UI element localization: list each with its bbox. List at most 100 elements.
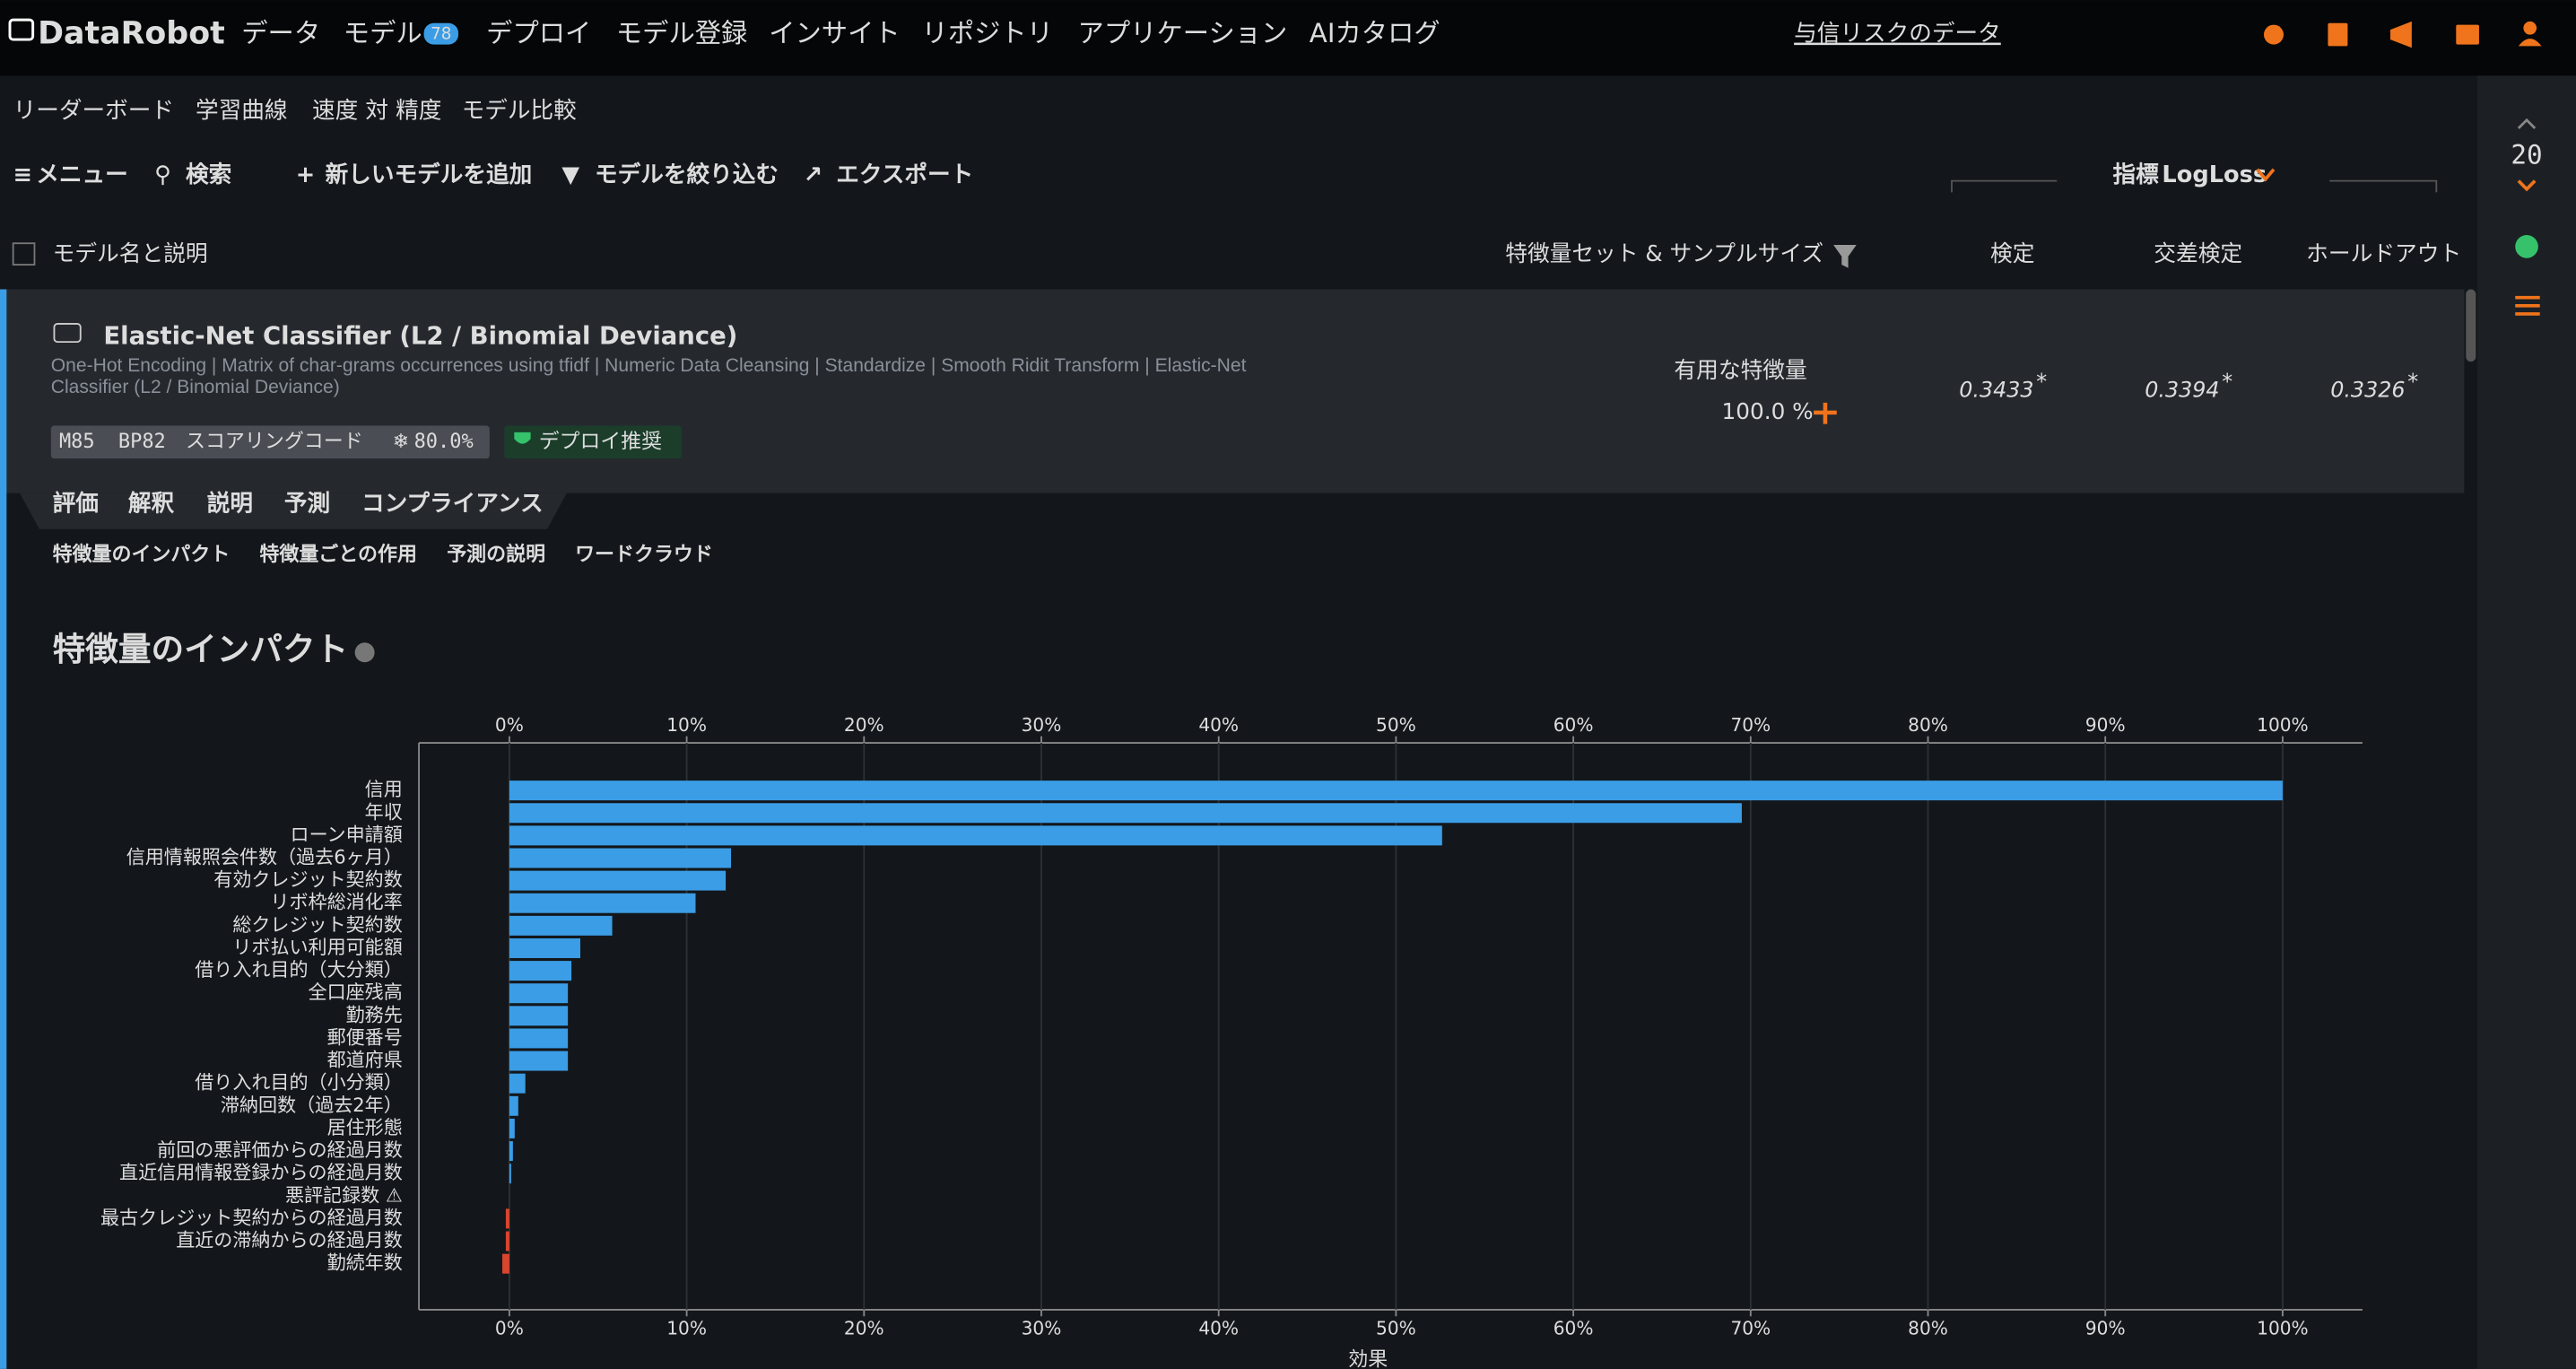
metric-caret[interactable]	[2256, 168, 2276, 182]
right-sidebar	[2477, 75, 2576, 1369]
toolbar-icon[interactable]: ≡	[13, 161, 32, 188]
model-tag: BP82	[118, 431, 166, 453]
toolbar-icon[interactable]: ↗	[804, 161, 822, 188]
y-tick-label: 前回の悪評価からの経過月数	[157, 1138, 403, 1161]
subtab[interactable]: ワードクラウド	[575, 544, 713, 566]
subnav-item[interactable]: 速度 対 精度	[312, 98, 441, 125]
up-arrow[interactable]	[2517, 118, 2537, 129]
blueprint-box: One-Hot Encoding | Matrix of char-grams …	[51, 357, 1247, 398]
score-mark: *	[2036, 369, 2047, 394]
bar[interactable]	[509, 1095, 518, 1116]
bar[interactable]	[505, 1231, 509, 1251]
x-tick-label: 40%	[1198, 1317, 1239, 1338]
subnav-item[interactable]: モデル比較	[462, 98, 577, 125]
bar[interactable]	[501, 1253, 509, 1274]
check-icon[interactable]	[2515, 235, 2538, 258]
tab[interactable]: 解釈	[128, 490, 175, 517]
score[interactable]: 0.3394	[2145, 378, 2219, 403]
tab[interactable]: コンプライアンス	[361, 490, 544, 517]
column-header[interactable]: ホールドアウト	[2306, 240, 2461, 266]
y-tick-label: 勤務先	[346, 1003, 403, 1025]
toolbar-item[interactable]: メニュー	[36, 161, 128, 188]
bar[interactable]	[509, 1051, 569, 1071]
toolbar-icon[interactable]: +	[296, 161, 315, 188]
score[interactable]: 0.3433	[1959, 378, 2033, 403]
bar[interactable]	[509, 1141, 513, 1162]
subtab[interactable]: 特徴量ごとの作用	[259, 543, 417, 566]
model-name[interactable]: Elastic-Net Classifier (L2 / Binomial De…	[103, 323, 737, 351]
bar[interactable]	[509, 1118, 515, 1138]
toolbar-icon[interactable]: ⚲	[154, 161, 171, 188]
nav-item[interactable]: デプロイ	[486, 18, 591, 48]
tab[interactable]: 評価	[53, 489, 99, 517]
subtab[interactable]: 特徴量のインパクト	[53, 543, 231, 566]
bar[interactable]	[509, 803, 1742, 824]
bar[interactable]	[509, 870, 727, 891]
tab[interactable]: 説明	[207, 489, 253, 517]
subnav-item[interactable]: リーダーボード	[13, 98, 174, 125]
bar[interactable]	[505, 1208, 509, 1229]
nav-item[interactable]: インサイト	[769, 18, 900, 48]
nav-item[interactable]: データ	[241, 18, 320, 48]
scrollbar	[2466, 289, 2476, 362]
bar[interactable]	[509, 983, 569, 1004]
subnav-item[interactable]: 学習曲線	[196, 98, 288, 125]
y-tick-label: 信用情報照会件数（過去6ヶ月）	[126, 845, 403, 868]
bar[interactable]	[509, 825, 1442, 846]
down-arrow[interactable]	[2517, 179, 2537, 192]
toolbar-item[interactable]: モデルを絞り込む	[595, 161, 779, 188]
bar[interactable]	[509, 780, 2283, 801]
nav-item[interactable]: モデル登録	[616, 18, 747, 48]
info-icon[interactable]	[354, 642, 375, 663]
top-icons[interactable]	[2263, 21, 2542, 48]
nav-item[interactable]: モデル	[344, 18, 422, 48]
x-tick-label: 20%	[844, 714, 884, 736]
bar[interactable]	[509, 1028, 569, 1049]
score[interactable]: 0.3326	[2330, 378, 2405, 403]
nav-item[interactable]: アプリケーション	[1078, 18, 1288, 48]
bar[interactable]	[509, 1164, 511, 1184]
checkbox[interactable]	[12, 242, 36, 266]
y-tick-label: リボ払い利用可能額	[232, 936, 402, 958]
bar[interactable]	[509, 893, 696, 913]
column-header[interactable]: モデル名と説明	[53, 240, 208, 266]
bar[interactable]	[509, 961, 572, 981]
x-axis-label: 効果	[1348, 1349, 1388, 1369]
row-accent	[0, 289, 7, 1369]
nav-item[interactable]: リポジトリ	[922, 18, 1053, 48]
y-tick-label: 借り入れ目的（小分類）	[195, 1071, 403, 1094]
toolbar-item[interactable]: エクスポート	[836, 161, 973, 188]
x-tick-label: 10%	[666, 714, 707, 736]
metric-label: 指標	[2112, 161, 2159, 188]
logo[interactable]: DataRobot	[38, 16, 225, 52]
tab[interactable]: 予測	[284, 490, 330, 517]
filter-icon[interactable]	[1833, 245, 1857, 268]
x-tick-label: 60%	[1553, 1317, 1594, 1338]
model-row	[0, 289, 2465, 493]
project-link[interactable]: 与信リスクのデータ	[1794, 21, 2001, 48]
bar[interactable]	[509, 915, 613, 936]
nav-item[interactable]: AIカタログ	[1310, 18, 1440, 48]
column-header[interactable]: 検定	[1990, 240, 2034, 266]
model-badge: 78	[431, 25, 451, 44]
bar[interactable]	[509, 1006, 569, 1026]
metric[interactable]: LogLoss	[2162, 161, 2267, 188]
column-header[interactable]: 特徴量セット & サンプルサイズ	[1505, 240, 1823, 266]
metric-frame	[1951, 179, 2438, 193]
bar[interactable]	[509, 848, 732, 868]
column-header[interactable]: 交差検定	[2154, 240, 2242, 266]
x-tick-label: 80%	[1908, 1317, 1948, 1338]
bar[interactable]	[509, 1073, 526, 1094]
toolbar-item[interactable]: 新しいモデルを追加	[326, 161, 533, 188]
x-tick-label: 10%	[666, 1317, 707, 1338]
add-icon[interactable]	[1814, 402, 1837, 424]
subtab[interactable]: 予測の説明	[447, 543, 545, 566]
y-tick-label: 郵便番号	[327, 1025, 403, 1048]
toolbar-item[interactable]: 検索	[186, 161, 231, 188]
bar[interactable]	[509, 937, 580, 958]
count: 20	[2511, 140, 2542, 170]
toolbar-icon[interactable]: ▼	[561, 161, 579, 188]
x-tick-label: 40%	[1198, 714, 1239, 736]
list-icon[interactable]	[2515, 295, 2540, 316]
